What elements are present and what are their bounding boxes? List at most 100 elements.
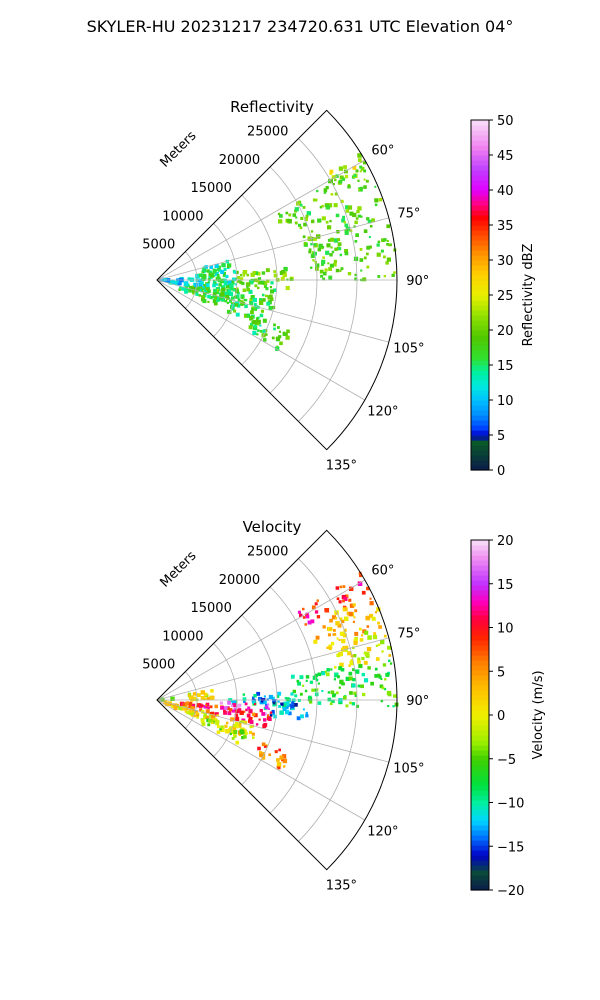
colorbar-segment <box>471 360 489 366</box>
echo-pixel <box>279 341 283 346</box>
echo-pixel <box>261 712 265 716</box>
echo-pixel <box>309 680 314 684</box>
echo-pixel <box>204 269 207 273</box>
echo-pixel <box>213 288 217 293</box>
echo-pixel <box>191 286 196 291</box>
echo-pixel <box>285 702 290 706</box>
echo-pixel <box>338 166 344 171</box>
colorbar-segment <box>471 240 489 246</box>
echo-pixel <box>366 265 370 269</box>
sector-frame <box>156 529 398 871</box>
echo-pixel <box>341 218 346 223</box>
echo-pixel <box>328 267 332 271</box>
echo-pixel <box>251 321 255 324</box>
velocity-labels: 5000 10000 15000 20000 25000 60° 75° 90° 105° 120… <box>142 545 429 894</box>
echo-pixel <box>341 177 346 181</box>
echo-pixel <box>182 702 185 706</box>
echo-pixel <box>342 695 347 700</box>
echo-pixel <box>299 692 303 696</box>
echo-pixel <box>216 290 220 295</box>
range-tick-label: 20000 <box>219 573 260 588</box>
echo-pixel <box>235 312 240 317</box>
echo-pixel <box>331 250 335 254</box>
colorbar-segment <box>471 660 489 666</box>
colorbar-tick-label: 35 <box>497 219 514 234</box>
echo-pixel <box>329 172 333 175</box>
colorbar-segment <box>471 440 489 446</box>
echo-pixel <box>196 716 199 719</box>
echo-pixel <box>237 708 242 712</box>
echo-pixel <box>259 753 263 758</box>
echo-pixel <box>220 291 225 297</box>
echo-pixel <box>336 675 340 679</box>
echo-pixel <box>327 238 331 242</box>
echo-pixel <box>246 286 249 289</box>
echo-pixel <box>358 214 362 218</box>
echo-pixel <box>248 709 253 714</box>
echo-pixel <box>254 271 259 275</box>
echo-pixel <box>337 623 342 628</box>
echo-pixel <box>205 704 208 707</box>
echo-pixel <box>262 724 267 729</box>
colorbar-segment <box>471 630 489 636</box>
colorbar-segment <box>471 340 489 346</box>
colorbar-segment <box>471 430 489 436</box>
echo-pixel <box>345 209 350 213</box>
echo-pixel <box>246 314 250 318</box>
echo-pixel <box>194 290 198 294</box>
echo-pixel <box>187 277 191 281</box>
echo-pixel <box>265 705 269 709</box>
echo-pixel <box>278 330 281 333</box>
echo-pixel <box>229 708 233 712</box>
echo-pixel <box>273 714 277 719</box>
colorbar-tick-label: 20 <box>497 534 514 549</box>
echo-pixel <box>380 678 383 680</box>
echo-pixel <box>343 633 347 638</box>
echo-pixel <box>300 714 304 719</box>
echo-pixel <box>269 286 272 289</box>
echo-pixel <box>228 291 234 297</box>
echo-pixel <box>317 248 321 252</box>
echo-pixel <box>333 633 337 636</box>
echo-pixel <box>374 667 378 671</box>
echo-pixel <box>257 746 261 751</box>
echo-pixel <box>263 281 268 286</box>
echo-pixel <box>200 696 205 701</box>
echo-pixel <box>268 717 272 721</box>
echo-pixel <box>267 707 270 710</box>
echo-pixel <box>254 303 257 306</box>
colorbar-segment <box>471 445 489 451</box>
colorbar-segment <box>471 710 489 716</box>
echo-pixel <box>206 269 210 273</box>
echo-pixel <box>363 651 367 655</box>
echo-pixel <box>219 727 222 731</box>
echo-pixel <box>335 691 339 695</box>
echo-pixel <box>358 663 363 669</box>
echo-pixel <box>345 704 349 708</box>
colorbar-segment <box>471 835 489 841</box>
echo-pixel <box>310 619 315 624</box>
colorbar-segment <box>471 135 489 141</box>
echo-pixel <box>374 611 377 614</box>
echo-pixel <box>379 684 384 689</box>
echo-pixel <box>370 225 373 228</box>
echo-pixel <box>212 295 215 299</box>
echo-pixel <box>249 280 254 285</box>
echo-pixel <box>196 713 199 717</box>
echo-pixel <box>385 672 390 677</box>
echo-pixel <box>325 186 329 190</box>
echo-pixel <box>357 158 362 162</box>
echo-pixel <box>263 338 267 342</box>
echo-pixel <box>361 672 365 677</box>
echo-pixel <box>337 242 342 247</box>
echo-pixel <box>303 222 307 227</box>
colorbar-segment <box>471 160 489 166</box>
colorbar-segment <box>471 820 489 826</box>
echo-pixel <box>331 175 336 179</box>
echo-pixel <box>235 716 240 721</box>
colorbar-segment <box>471 375 489 381</box>
echo-pixel <box>315 635 320 640</box>
echo-pixel <box>339 662 344 667</box>
echo-pixel <box>367 219 372 224</box>
echo-pixel <box>364 630 369 635</box>
